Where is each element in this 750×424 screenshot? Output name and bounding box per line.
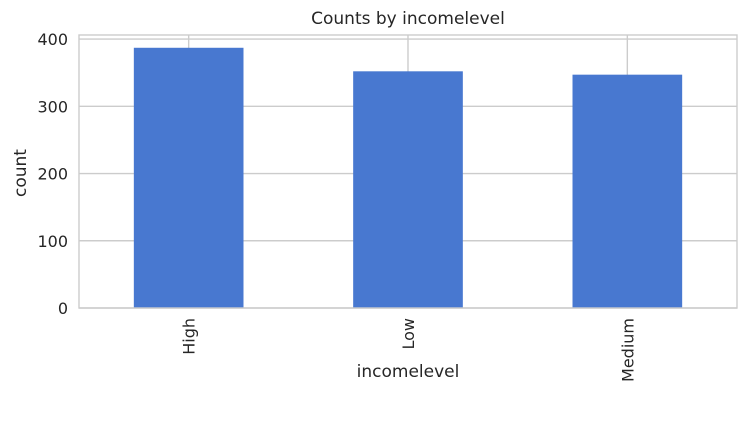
x-tick-label: Medium (618, 318, 637, 382)
y-axis-label: count (11, 149, 31, 197)
y-tick-label: 0 (58, 299, 68, 318)
bar-low (353, 71, 463, 308)
y-tick-labels: 0 100 200 300 400 (37, 30, 68, 318)
bar-layer (133, 47, 683, 308)
x-axis-label: incomelevel (357, 362, 460, 382)
x-tick-label: Low (399, 318, 418, 350)
y-tick-label: 300 (37, 97, 68, 116)
chart-title: Counts by incomelevel (311, 9, 505, 29)
y-tick-label: 400 (37, 30, 68, 49)
bar-medium (572, 74, 683, 308)
plot-frame (78, 34, 738, 309)
y-tick-label: 100 (37, 232, 68, 251)
x-tick-labels: High Low Medium (180, 318, 638, 382)
bar-high (133, 47, 244, 308)
y-tick-label: 200 (37, 165, 68, 184)
x-tick-label: High (180, 318, 199, 355)
